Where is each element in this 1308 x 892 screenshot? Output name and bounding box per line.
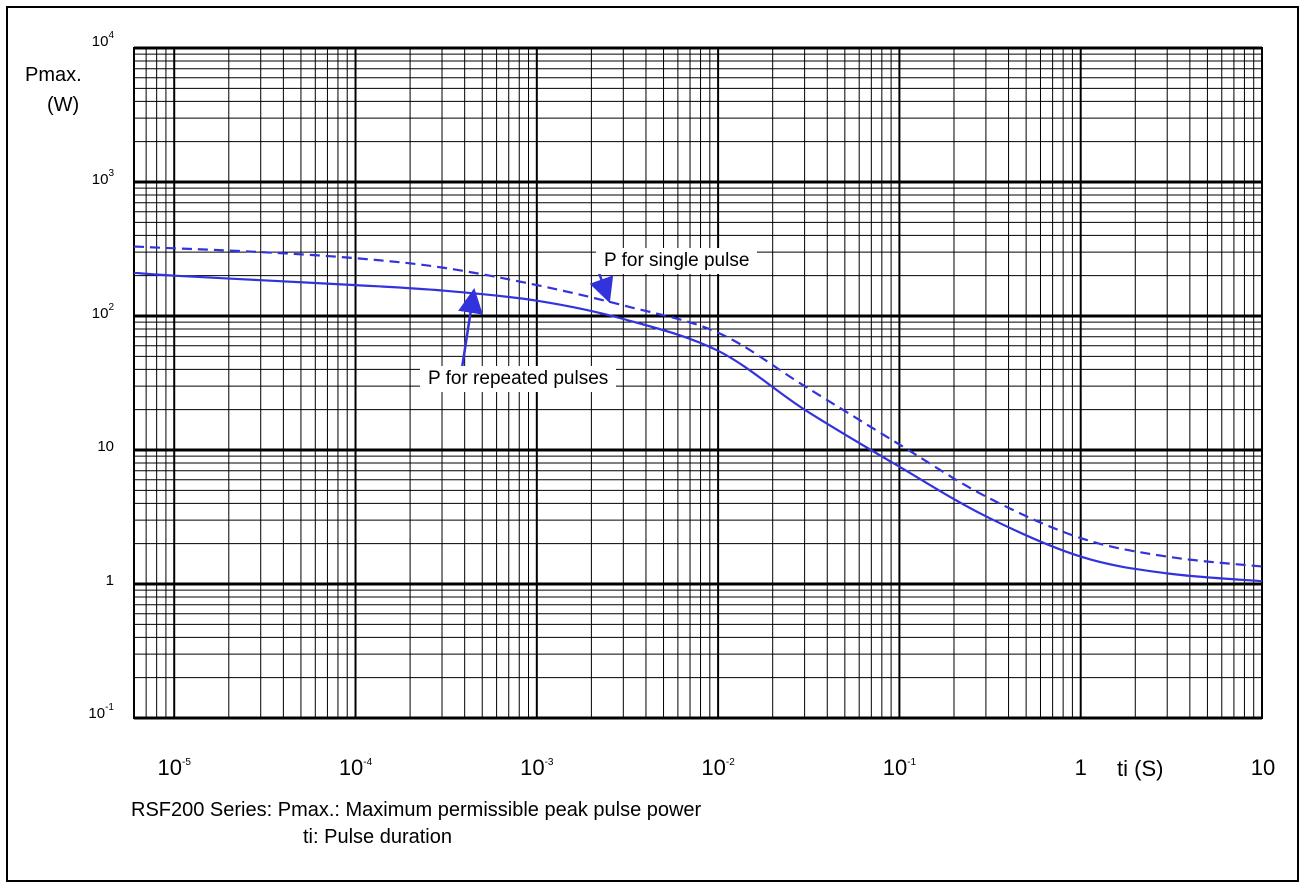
arrow-single-pulse [589,269,614,304]
x-tick-label: 10-4 [338,755,373,780]
x-axis-label: ti (S) [1117,756,1164,781]
y-tick-label: 104 [91,30,114,50]
y-axis-label-line1: Pmax. [25,64,82,86]
x-tick-label: 10-1 [882,755,917,780]
annotation-repeated-pulses: P for repeated pulses [420,366,617,392]
y-tick-label: 103 [91,168,114,188]
arrow-repeated-pulses [458,288,483,369]
x-tick-label: 10-3 [520,755,554,780]
x-tick-label: 10-2 [701,755,735,780]
y-axis-label-line2: (W) [47,94,80,116]
plot-border [133,47,1263,719]
chart-frame [6,6,1299,882]
y-tick-label: 1 [105,572,114,589]
annotation-single-pulse: P for single pulse [596,248,758,274]
caption-line-1: RSF200 Series: Pmax.: Maximum permissibl… [131,799,702,821]
y-tick-label: 102 [91,302,114,322]
x-tick-label: 1 [1074,755,1087,780]
series-line-repeated-pulses [133,271,1263,583]
x-tick-label: 10 [1250,755,1276,780]
y-tick-label: 10-1 [88,702,114,722]
series-line-single-pulse [133,245,1263,568]
x-tick-label: 10-5 [157,755,191,780]
caption-line-2: ti: Pulse duration [303,826,452,848]
y-tick-label: 10 [97,438,114,455]
